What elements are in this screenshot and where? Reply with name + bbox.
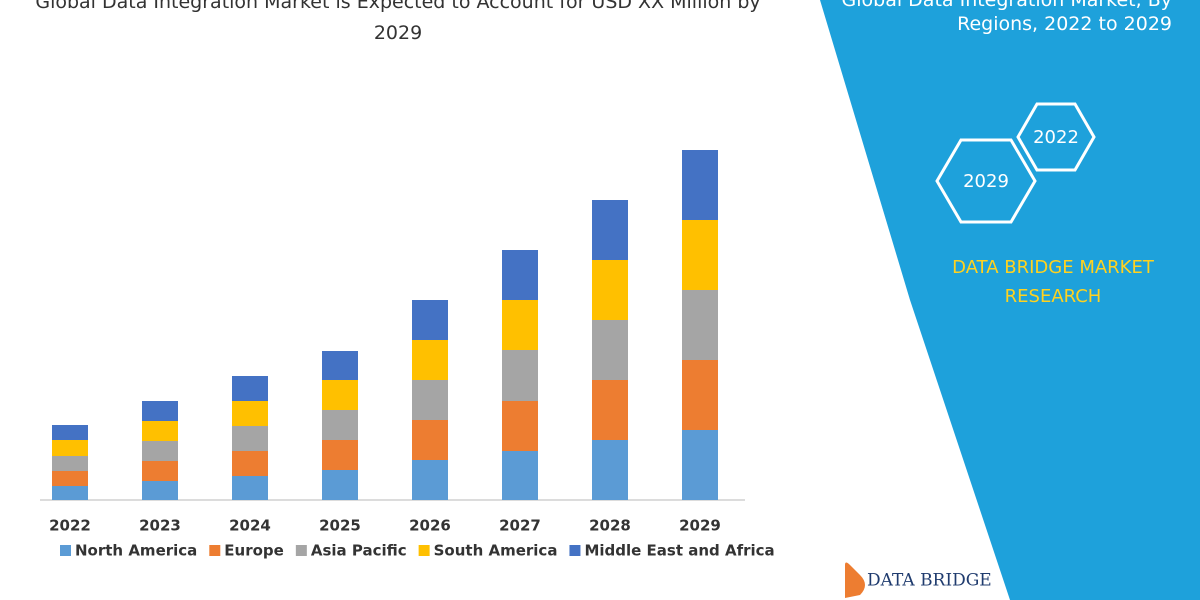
bar-segment (52, 486, 88, 500)
bar-segment (232, 476, 268, 500)
chart-title: Global Data Integration Market is Expect… (35, 0, 760, 44)
x-tick-label: 2029 (679, 517, 721, 535)
bar-segment (412, 380, 448, 420)
legend-label: South America (434, 542, 558, 560)
badge-outlines (935, 102, 1096, 224)
x-tick-label: 2028 (589, 517, 631, 535)
bar-segment (232, 451, 268, 476)
bar-segment (52, 456, 88, 471)
side-panel (820, 0, 1200, 600)
bar-segment (322, 380, 358, 410)
bar-segment (682, 150, 718, 220)
bar-segment (142, 461, 178, 481)
bar-segment (592, 200, 628, 260)
bar-segment (412, 300, 448, 340)
hexagon (935, 138, 1037, 224)
bar-segment (322, 351, 358, 380)
legend-label: Europe (224, 542, 284, 560)
bar-segment (502, 401, 538, 451)
legend-swatch (418, 545, 430, 556)
legend-swatch (295, 545, 307, 556)
x-tick-label: 2026 (409, 517, 451, 535)
bar-segment (682, 220, 718, 290)
bar-segment (142, 421, 178, 441)
bar-segment (142, 441, 178, 461)
bar-segment (412, 460, 448, 500)
bar-segment (592, 260, 628, 320)
legend-swatch (209, 545, 221, 556)
bar-segment (682, 430, 718, 500)
bar-segment (502, 350, 538, 401)
x-tick-label: 2025 (319, 517, 361, 535)
logo-text: DATA BRIDGE (867, 571, 992, 591)
bar-segment (232, 401, 268, 426)
bar-segment (502, 451, 538, 500)
bar-segment (52, 471, 88, 486)
bar-segment (502, 250, 538, 300)
x-tick-label: 2027 (499, 517, 541, 535)
x-tick-label: 2023 (139, 517, 181, 535)
bar-segment (52, 425, 88, 440)
bar-segment (592, 380, 628, 440)
bar-segment (232, 376, 268, 401)
bar-segment (52, 440, 88, 456)
badge-label: 2029 (963, 171, 1009, 192)
bar-segment (142, 481, 178, 500)
bar-segment (502, 300, 538, 350)
x-tick-label: 2024 (229, 517, 271, 535)
bar-segment (322, 410, 358, 440)
brand-name: DATA BRIDGE MARKET RESEARCH (952, 257, 1155, 307)
bar-segment (412, 340, 448, 380)
legend-label: North America (75, 542, 197, 560)
side-title: Global Data Integration Market, ByRegion… (842, 0, 1172, 35)
badge-label: 2022 (1033, 127, 1079, 148)
bar-segment (322, 440, 358, 470)
hexagon (1016, 102, 1096, 172)
bar-segment (682, 290, 718, 360)
legend-label: Asia Pacific (311, 542, 407, 560)
bar-segment (412, 420, 448, 460)
legend-swatch (60, 545, 71, 556)
bar-segment (232, 426, 268, 451)
bar-segment (592, 440, 628, 500)
bar-segment (322, 470, 358, 500)
legend-swatch (569, 545, 581, 556)
bar-segment (682, 360, 718, 430)
legend-label: Middle East and Africa (584, 542, 774, 560)
logo-mark (845, 562, 865, 598)
bar-segment (592, 320, 628, 380)
bar-segment (142, 401, 178, 421)
x-tick-label: 2022 (49, 517, 91, 535)
